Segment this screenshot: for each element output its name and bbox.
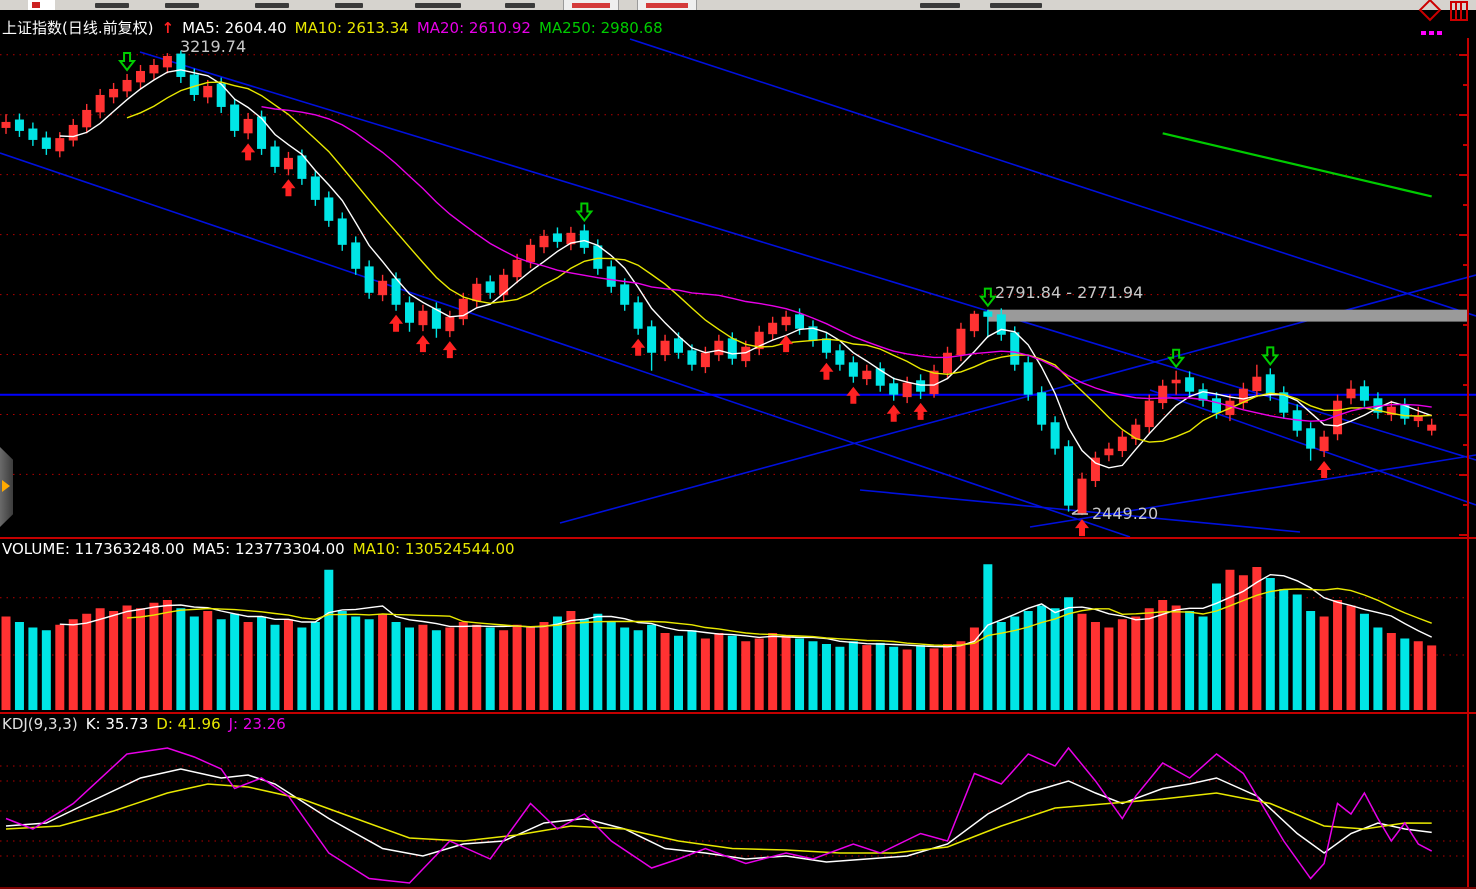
split-panes-icon[interactable] (1450, 1, 1468, 21)
legend-ma20: MA20: 2610.92 (416, 19, 531, 37)
menu-item-fragment[interactable] (95, 3, 129, 8)
pane-divider[interactable] (0, 712, 1476, 714)
chart-title: 上证指数(日线.前复权) (2, 19, 154, 37)
trendline-layer (0, 38, 1476, 538)
menu-item-fragment[interactable] (335, 3, 363, 8)
menu-item-fragment[interactable] (415, 3, 461, 8)
main-chart-header: 上证指数(日线.前复权) ↑ MA5: 2604.40 MA10: 2613.34 MA… (2, 20, 671, 36)
volume-header: VOLUME: 117363248.00 MA5: 123773304.00 MA1… (2, 541, 523, 557)
menu-item-fragment[interactable] (255, 3, 289, 8)
volume-ma5-label: MA5: 123773304.00 (192, 540, 345, 558)
menu-item-fragment[interactable] (505, 3, 535, 8)
lines-layer (5, 746, 1433, 884)
volume-label: VOLUME: 117363248.00 (2, 540, 185, 558)
price-annotation: 2449.20 (1092, 504, 1158, 523)
up-arrow-icon: ↑ (161, 19, 175, 37)
ma-layer (59, 69, 1432, 469)
axis-layer (1459, 38, 1469, 537)
annotation-layer: 3219.74 2791.84 - 2771.94 2449.20 (180, 37, 1158, 523)
pane-divider[interactable] (0, 537, 1476, 539)
menu-item-fragment[interactable] (920, 3, 960, 8)
bars-layer (1, 564, 1437, 710)
price-annotation: 2791.84 - 2771.94 (995, 283, 1143, 302)
ma-layer (59, 573, 1432, 648)
candlestick-chart[interactable]: 3219.74 2791.84 - 2771.94 2449.20 (0, 11, 1476, 538)
kdj-header: KDJ(9,3,3) K: 35.73 D: 41.96 J: 23.26 (2, 716, 294, 732)
grid-layer (0, 54, 1468, 475)
marker-layer (118, 51, 1332, 537)
resistance-zone (987, 309, 1468, 322)
kdj-d-label: D: 41.96 (156, 715, 221, 733)
legend-ma10: MA10: 2613.34 (294, 19, 409, 37)
volume-chart[interactable] (0, 539, 1476, 712)
menu-item-fragment[interactable] (990, 3, 1042, 8)
kdj-j-label: J: 23.26 (228, 715, 286, 733)
grid-layer (0, 597, 1468, 656)
menu-bar[interactable] (0, 0, 1476, 11)
legend-ma250: MA250: 2980.68 (538, 19, 663, 37)
more-dots-icon[interactable] (1418, 20, 1442, 39)
kdj-chart[interactable] (0, 714, 1476, 889)
legend-ma5: MA5: 2604.40 (182, 19, 287, 37)
panel-expand-handle[interactable] (0, 447, 13, 527)
kdj-label: KDJ(9,3,3) (2, 715, 78, 733)
menu-button-fragment[interactable] (563, 0, 619, 10)
candles-layer (1, 50, 1437, 516)
price-annotation: 3219.74 (180, 37, 246, 56)
menu-button-fragment[interactable] (637, 0, 697, 10)
volume-ma10-label: MA10: 130524544.00 (352, 540, 515, 558)
menu-item-fragment[interactable] (165, 3, 199, 8)
expand-arrow-icon (2, 480, 10, 492)
app-logo-icon (28, 0, 55, 10)
bottom-border (0, 887, 1476, 889)
kdj-k-label: K: 35.73 (85, 715, 149, 733)
